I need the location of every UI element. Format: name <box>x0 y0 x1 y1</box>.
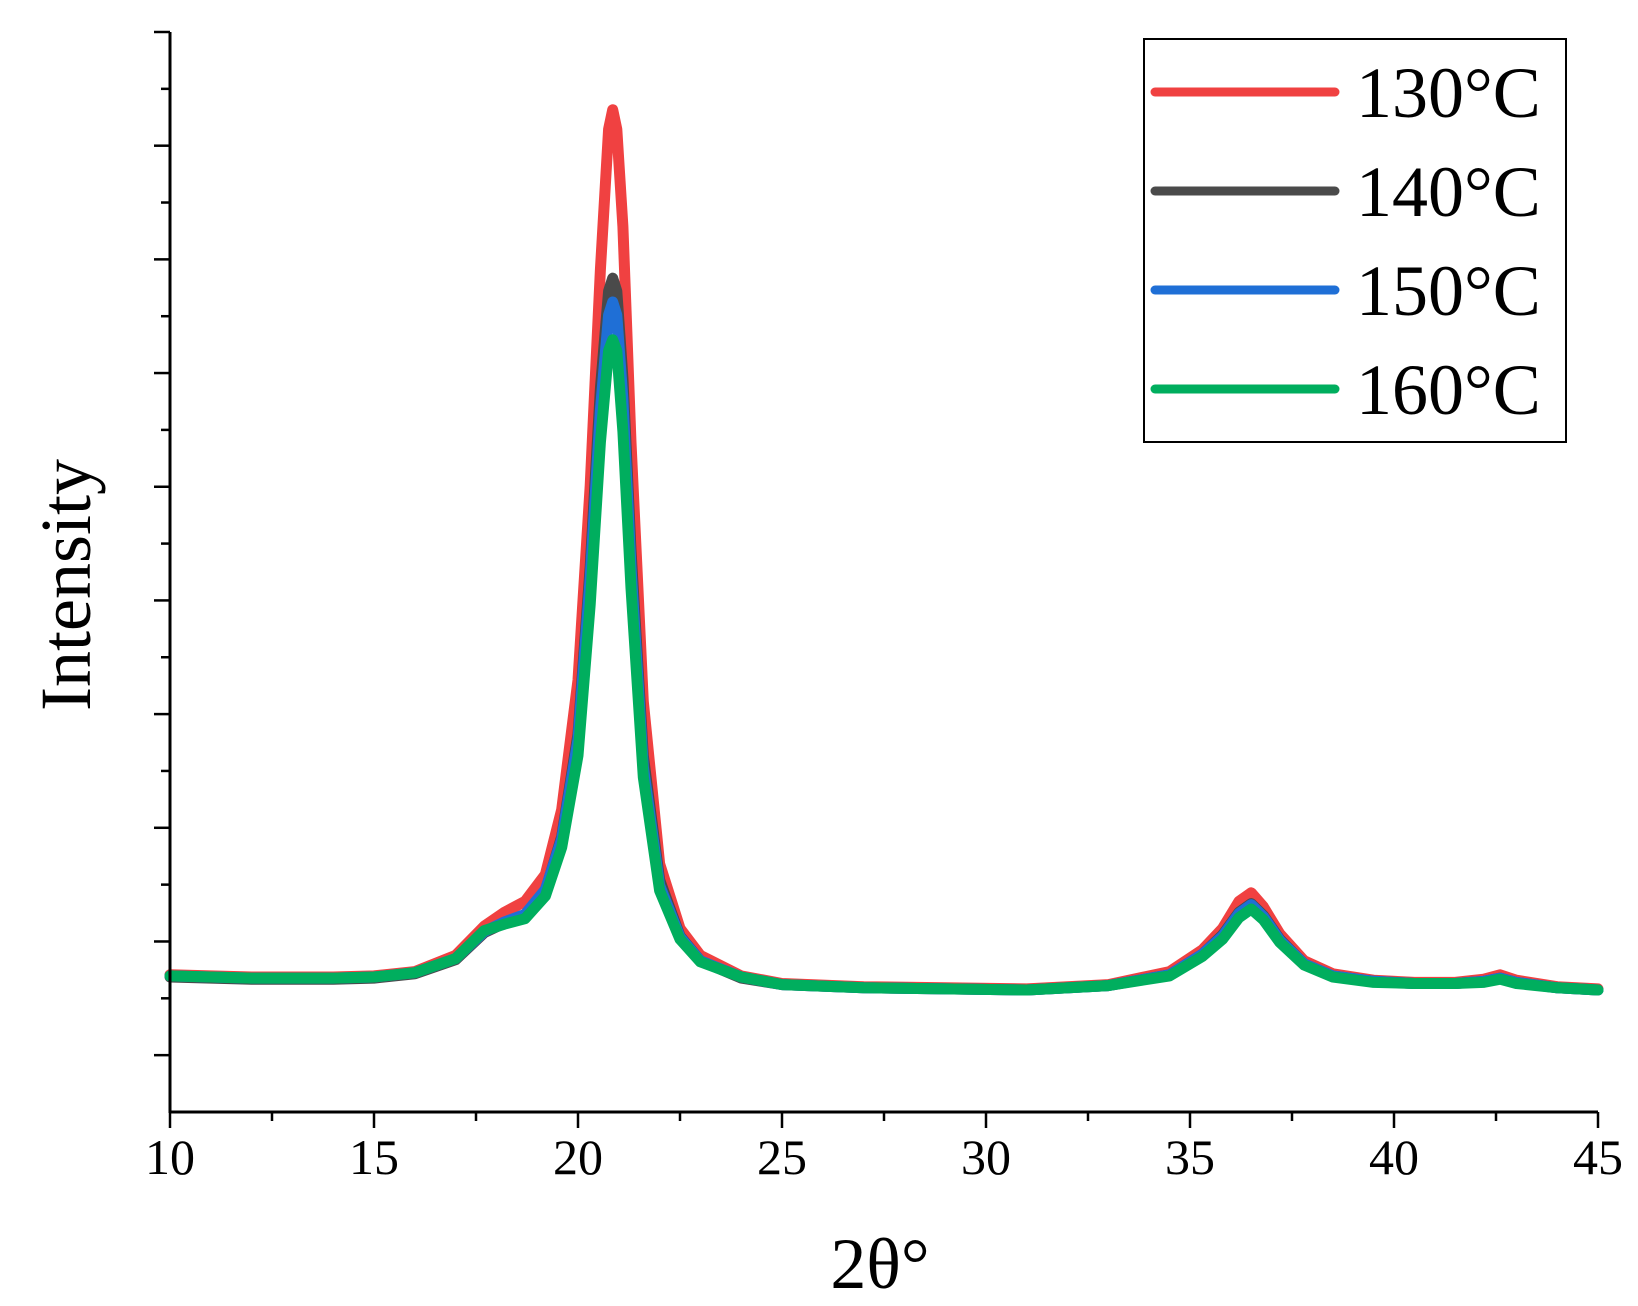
legend-label-1: 130°C <box>1356 53 1541 133</box>
x-tick-label: 35 <box>1165 1129 1215 1185</box>
x-axis-title: 2θ° <box>830 1224 929 1304</box>
series-line-4 <box>164 334 1604 996</box>
x-tick-label: 25 <box>757 1129 807 1185</box>
x-tick-label: 20 <box>553 1129 603 1185</box>
x-tick-label: 10 <box>145 1129 195 1185</box>
y-axis-title: Intensity <box>26 459 106 711</box>
axes: 10 15 20 25 30 35 40 45 <box>145 30 1623 1185</box>
legend-label-2: 140°C <box>1356 152 1541 232</box>
x-tick-label: 15 <box>349 1129 399 1185</box>
plot-area <box>164 104 1604 996</box>
x-tick-label: 40 <box>1369 1129 1419 1185</box>
x-tick-label: 45 <box>1573 1129 1623 1185</box>
legend-box <box>1143 38 1567 443</box>
legend-label-3: 150°C <box>1356 251 1541 331</box>
x-tick-label: 30 <box>961 1129 1011 1185</box>
legend: 130°C 140°C 150°C 160°C <box>1143 38 1567 443</box>
legend-label-4: 160°C <box>1356 350 1541 430</box>
